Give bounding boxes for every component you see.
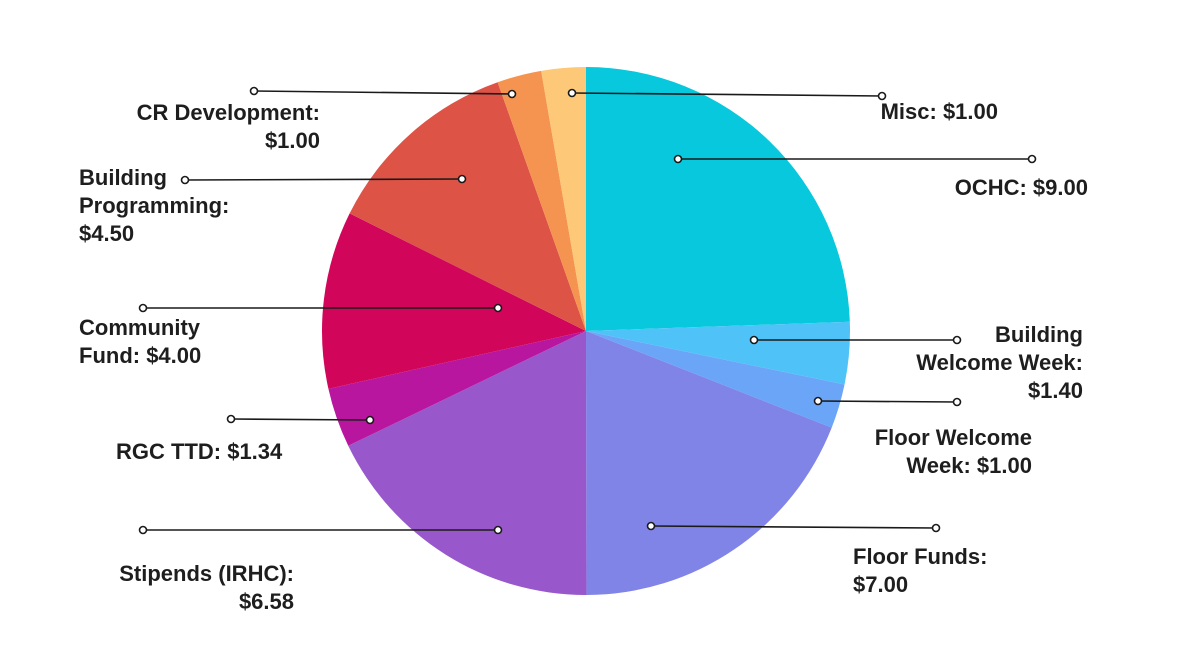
data-label-rgc-ttd: RGC TTD: $1.34 — [116, 439, 283, 464]
pie-slice-floor-welcome-week — [586, 331, 845, 428]
leader-dot-inner-misc — [567, 88, 577, 98]
data-label-cr-development: CR Development: $1.00 — [137, 100, 320, 153]
data-label-line: Programming: — [79, 193, 229, 218]
data-label-line: RGC TTD: $1.34 — [116, 439, 283, 464]
data-label-line: Welcome Week: — [916, 350, 1083, 375]
leader-dot-outer-rgc-ttd — [226, 414, 236, 424]
leader-dot-outer-floor-welcome-week — [952, 397, 962, 407]
leader-dot-inner-floor-welcome-week — [813, 396, 823, 406]
leader-dot-outer-cr-development — [249, 86, 259, 96]
leader-line-cr-development — [253, 90, 513, 95]
data-label-ochc: OCHC: $9.00 — [955, 175, 1088, 200]
data-label-line: Building — [79, 165, 167, 190]
pie-slice-cr-development — [497, 70, 586, 331]
data-label-line: $1.40 — [1028, 378, 1083, 403]
data-label-line: Community — [79, 315, 201, 340]
leader-dot-inner-cr-development — [507, 89, 517, 99]
leader-dot-outer-building-programming — [180, 175, 190, 185]
leader-dot-outer-floor-funds — [931, 523, 941, 533]
data-label-line: $4.50 — [79, 221, 134, 246]
leader-line-floor-funds — [650, 525, 937, 529]
pie-slice-building-welcome-week — [586, 321, 851, 385]
leader-dot-inner-floor-funds — [646, 521, 656, 531]
leader-line-rgc-ttd — [230, 418, 371, 421]
leader-dot-inner-rgc-ttd — [365, 415, 375, 425]
leader-dot-inner-community-fund — [493, 303, 503, 313]
pie-slice-floor-funds — [586, 331, 832, 595]
data-label-line: Week: $1.00 — [906, 453, 1032, 478]
leader-dot-inner-stipends-irhc — [493, 525, 503, 535]
data-label-misc: Misc: $1.00 — [881, 99, 998, 124]
leader-line-building-programming — [184, 178, 463, 181]
data-label-line: Misc: $1.00 — [881, 99, 998, 124]
leader-dot-outer-community-fund — [138, 303, 148, 313]
leader-dot-outer-ochc — [1027, 154, 1037, 164]
pie-callouts: OCHC: $9.00 Building Welcome Week: $1.40 Flo… — [79, 86, 1088, 614]
leader-dot-inner-building-programming — [457, 174, 467, 184]
data-label-line: $1.00 — [265, 128, 320, 153]
pie-slice-building-programming — [349, 82, 586, 331]
data-label-line: Stipends (IRHC): — [119, 561, 294, 586]
data-label-floor-funds: Floor Funds: $7.00 — [853, 544, 987, 597]
leader-line-misc — [571, 92, 883, 97]
leader-dot-outer-building-welcome-week — [952, 335, 962, 345]
data-label-line: OCHC: $9.00 — [955, 175, 1088, 200]
pie-slice-stipends-irhc — [348, 331, 587, 596]
data-label-line: Floor Welcome — [875, 425, 1032, 450]
data-label-line: $7.00 — [853, 572, 908, 597]
data-label-line: Fund: $4.00 — [79, 343, 201, 368]
pie-slice-misc — [541, 67, 586, 331]
data-label-line: $6.58 — [239, 589, 294, 614]
data-label-building-welcome-week: Building Welcome Week: $1.40 — [916, 322, 1083, 403]
data-label-community-fund: Community Fund: $4.00 — [79, 315, 201, 368]
pie-slice-ochc — [586, 67, 850, 331]
pie-slice-rgc-ttd — [328, 331, 586, 446]
data-label-floor-welcome-week: Floor Welcome Week: $1.00 — [875, 425, 1032, 478]
leader-dot-outer-misc — [877, 91, 887, 101]
data-label-building-programming: Building Programming: $4.50 — [79, 165, 229, 246]
leader-line-floor-welcome-week — [817, 400, 958, 403]
data-label-line: Building — [995, 322, 1083, 347]
data-label-line: CR Development: — [137, 100, 320, 125]
data-label-stipends-irhc: Stipends (IRHC): $6.58 — [119, 561, 294, 614]
pie-slice-community-fund — [321, 213, 586, 389]
leader-dot-inner-building-welcome-week — [749, 335, 759, 345]
pie-slices — [321, 67, 851, 596]
data-label-line: Floor Funds: — [853, 544, 987, 569]
leader-dot-outer-stipends-irhc — [138, 525, 148, 535]
leader-dot-inner-ochc — [673, 154, 683, 164]
